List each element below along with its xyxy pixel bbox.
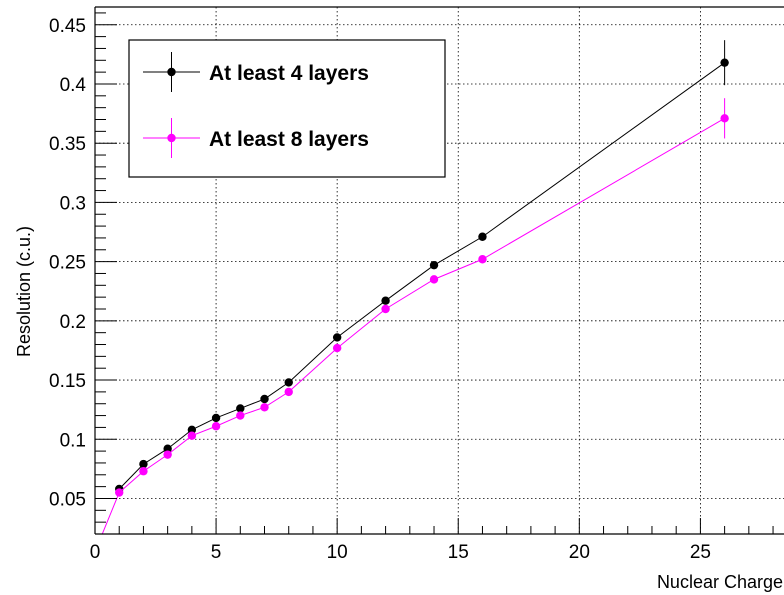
x-tick-labels: 0 5 10 15 20 25 — [90, 542, 711, 563]
y-tick-label: 0.3 — [60, 193, 86, 214]
y-tick-label: 0.05 — [49, 489, 86, 510]
x-tick-label: 15 — [448, 542, 469, 563]
data-point — [429, 260, 439, 270]
x-tick-label: 20 — [569, 542, 590, 563]
y-axis-title: Resolution (c.u.) — [14, 226, 34, 357]
data-point — [187, 425, 197, 434]
y-tick-label: 0.25 — [49, 253, 86, 274]
data-point — [187, 431, 197, 440]
legend-entry-8-layers: At least 8 layers — [143, 118, 369, 158]
legend: At least 4 layers At least 8 layers — [128, 39, 446, 178]
data-point — [260, 403, 269, 412]
y-tick-label: 0.15 — [49, 371, 86, 392]
data-point — [332, 343, 342, 353]
y-tick-label: 0.1 — [60, 430, 86, 451]
x-tick-label: 5 — [211, 542, 222, 563]
data-point — [236, 404, 245, 413]
data-point — [115, 488, 124, 497]
data-point — [381, 296, 390, 305]
x-tick-label: 0 — [90, 542, 101, 563]
data-point — [139, 467, 148, 476]
x-axis-title: Nuclear Charge — [657, 572, 783, 592]
data-point — [478, 255, 487, 264]
data-point — [284, 378, 293, 387]
data-point — [381, 304, 390, 314]
data-point — [163, 450, 172, 459]
y-tick-label: 0.2 — [60, 312, 86, 333]
data-point — [236, 411, 245, 420]
y-tick-label: 0.45 — [49, 16, 86, 37]
x-tick-label: 25 — [690, 542, 711, 563]
data-point — [163, 444, 172, 453]
plot-frame — [94, 6, 784, 535]
axis-ticks — [94, 12, 774, 535]
series-layer — [101, 40, 729, 534]
data-point — [429, 275, 439, 284]
legend-label-8-layers: At least 8 layers — [209, 128, 369, 151]
legend-entry-4-layers: At least 4 layers — [143, 52, 369, 92]
data-point — [139, 459, 148, 469]
legend-marker-4-layers — [167, 67, 176, 77]
y-tick-labels: 0.05 0.1 0.15 0.2 0.25 0.3 0.35 0.4 0.45 — [49, 16, 86, 511]
data-point — [284, 387, 293, 397]
legend-label-4-layers: At least 4 layers — [209, 62, 369, 85]
y-tick-label: 0.4 — [60, 75, 87, 96]
data-point — [478, 232, 487, 241]
data-point — [211, 413, 221, 423]
data-point — [720, 114, 729, 123]
data-point — [720, 58, 729, 67]
legend-box — [128, 39, 446, 178]
series-line — [101, 117, 725, 534]
data-point — [211, 422, 221, 431]
data-point — [332, 333, 342, 342]
series-2 — [101, 98, 729, 534]
data-point — [260, 394, 269, 404]
x-tick-label: 10 — [327, 542, 348, 563]
y-tick-label: 0.35 — [49, 134, 86, 155]
legend-marker-8-layers — [167, 133, 176, 143]
